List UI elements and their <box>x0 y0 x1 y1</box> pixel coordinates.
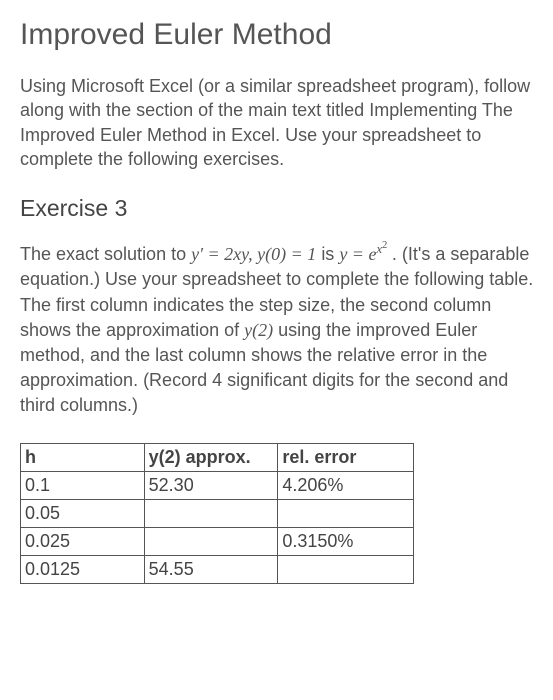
table-row: 0.05 <box>21 499 414 527</box>
intro-paragraph: Using Microsoft Excel (or a similar spre… <box>20 74 535 171</box>
equation-ode: y′ = 2xy, y(0) = 1 <box>191 244 316 264</box>
eq-base: y = e <box>339 244 376 264</box>
col-header-h: h <box>21 443 145 471</box>
cell-error <box>278 555 414 583</box>
cell-approx <box>144 527 278 555</box>
table-row: 0.1 52.30 4.206% <box>21 471 414 499</box>
cell-h: 0.1 <box>21 471 145 499</box>
exercise-heading: Exercise 3 <box>20 195 535 222</box>
text-pre: The exact solution to <box>20 244 191 264</box>
table-row: 0.0125 54.55 <box>21 555 414 583</box>
eq-exp-pow: 2 <box>382 239 387 251</box>
cell-approx: 54.55 <box>144 555 278 583</box>
cell-h: 0.05 <box>21 499 145 527</box>
equation-solution: y = ex2 <box>339 244 392 264</box>
cell-approx: 52.30 <box>144 471 278 499</box>
cell-h: 0.0125 <box>21 555 145 583</box>
y-of-2: y(2) <box>244 320 273 340</box>
cell-approx <box>144 499 278 527</box>
cell-error: 0.3150% <box>278 527 414 555</box>
table-row: 0.025 0.3150% <box>21 527 414 555</box>
page-title: Improved Euler Method <box>20 18 535 52</box>
cell-h: 0.025 <box>21 527 145 555</box>
table-header-row: h y(2) approx. rel. error <box>21 443 414 471</box>
exercise-paragraph: The exact solution to y′ = 2xy, y(0) = 1… <box>20 242 535 418</box>
col-header-error: rel. error <box>278 443 414 471</box>
col-header-approx: y(2) approx. <box>144 443 278 471</box>
text-mid1: is <box>321 244 339 264</box>
cell-error: 4.206% <box>278 471 414 499</box>
cell-error <box>278 499 414 527</box>
results-table: h y(2) approx. rel. error 0.1 52.30 4.20… <box>20 443 414 584</box>
